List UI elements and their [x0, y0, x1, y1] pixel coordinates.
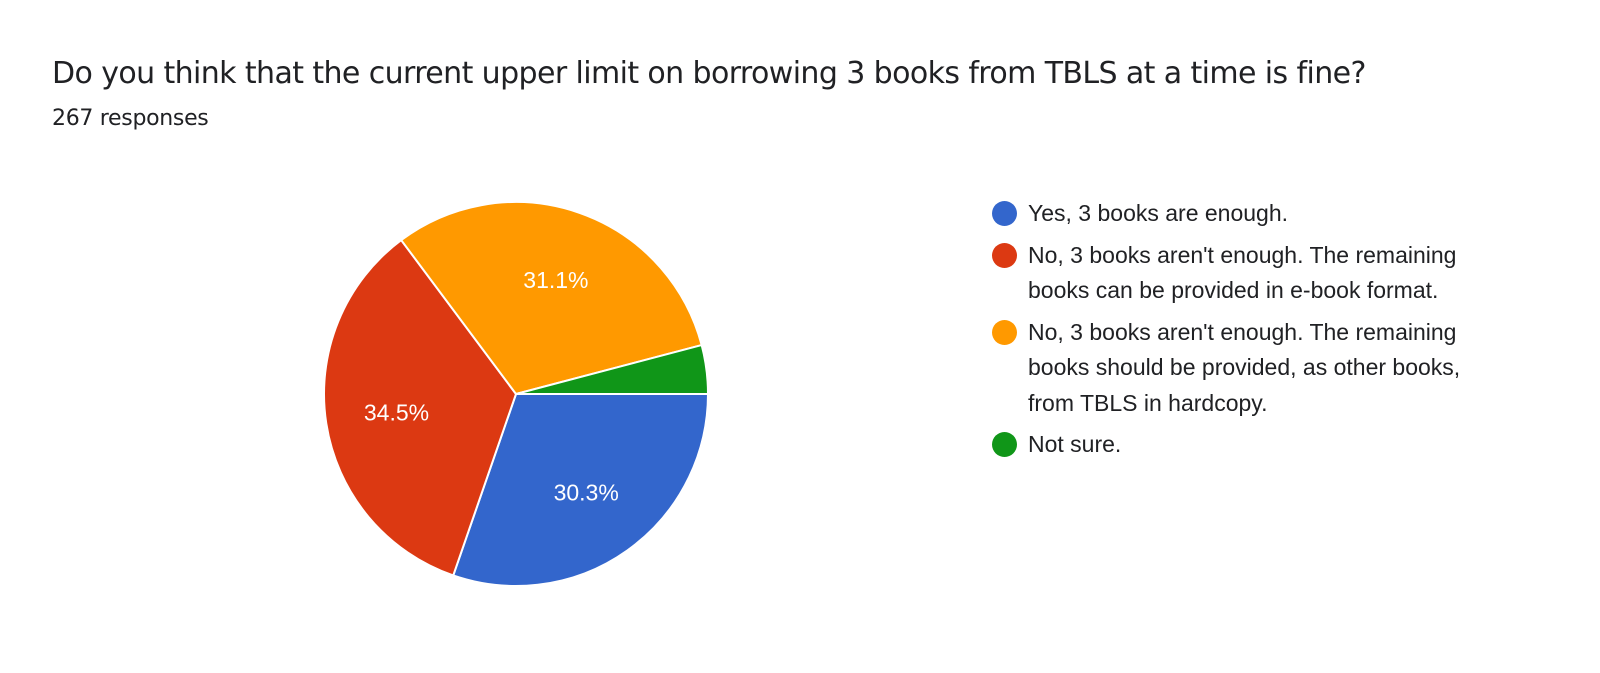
slice-label: 34.5% [364, 400, 429, 426]
pie-slice[interactable] [515, 343, 710, 395]
slice-label: 30.3% [554, 480, 619, 506]
pie-slice[interactable] [399, 201, 703, 396]
legend-item[interactable]: No, 3 books aren't enough. The remaining… [992, 238, 1512, 309]
legend-dot-icon [992, 242, 1017, 268]
legend-dot-icon [992, 319, 1017, 345]
legend-label: Yes, 3 books are enough. [1028, 200, 1289, 226]
legend-item[interactable]: No, 3 books aren't enough. The remaining… [992, 315, 1512, 422]
chart-title: Do you think that the current upper limi… [52, 56, 1366, 91]
legend-item[interactable]: Not sure. [992, 427, 1512, 463]
pie-slice[interactable] [323, 238, 518, 577]
slice-label: 31.1% [523, 267, 588, 293]
legend-label: No, 3 books aren't enough. The remaining… [1028, 241, 1457, 304]
legend-dot-icon [992, 432, 1017, 457]
legend: Yes, 3 books are enough. No, 3 books are… [992, 196, 1512, 469]
legend-dot-icon [992, 201, 1017, 226]
pie-slice[interactable] [451, 393, 710, 587]
legend-label: No, 3 books aren't enough. The remaining… [1028, 318, 1461, 416]
response-count: 267 responses [52, 106, 209, 131]
legend-item[interactable]: Yes, 3 books are enough. [992, 196, 1512, 232]
legend-label: Not sure. [1028, 431, 1122, 457]
